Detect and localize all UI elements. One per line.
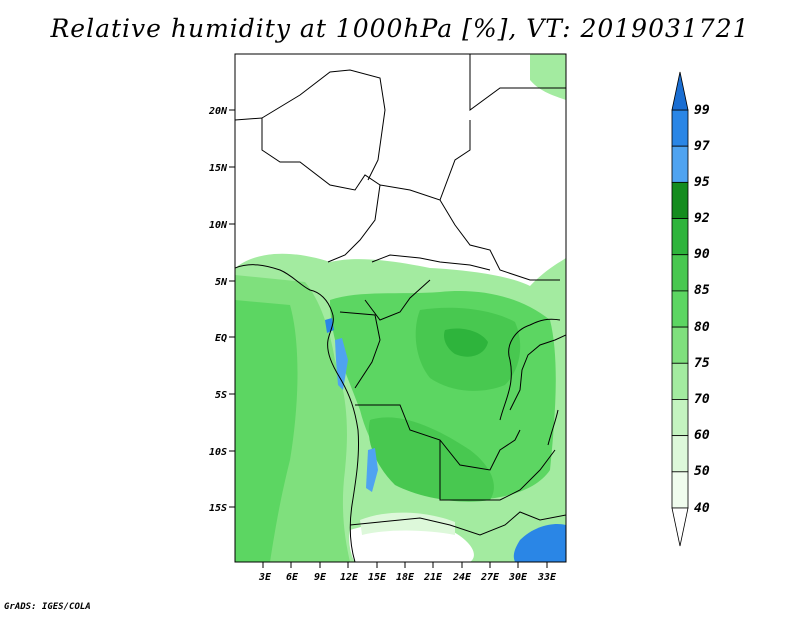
lat-label: 5S <box>215 390 227 401</box>
colorbar-segment <box>671 471 689 509</box>
lon-label: 18E <box>396 572 415 583</box>
colorbar-label: 60 <box>694 428 710 443</box>
colorbar-label: 97 <box>694 139 710 154</box>
saturated-se-patch <box>513 523 566 562</box>
colorbar-label: 70 <box>694 392 710 407</box>
colorbar-label: 85 <box>694 283 710 298</box>
colorbar-segment <box>671 254 689 292</box>
lat-labels: 20N 15N 10N 5N EQ 5S 10S 15S <box>208 106 228 514</box>
lon-label: 15E <box>368 572 387 583</box>
colorbar-segment <box>671 399 689 437</box>
dry-edge <box>360 512 455 535</box>
lat-label: EQ <box>215 333 227 344</box>
lon-label: 27E <box>480 572 500 583</box>
lon-label: 6E <box>286 572 299 583</box>
colorbar-segment <box>671 218 689 256</box>
lon-label: 33E <box>537 572 557 583</box>
lat-label: 15S <box>209 503 227 514</box>
rh-90-patch <box>444 328 488 357</box>
map-frame <box>234 53 567 563</box>
saturated-south-patch <box>366 448 378 492</box>
country-boundaries <box>235 54 566 562</box>
colorbar-label: 50 <box>694 464 710 479</box>
lat-label: 20N <box>208 106 228 117</box>
colorbar-segment <box>671 290 689 328</box>
colorbar-segment <box>671 181 689 219</box>
colorbar-segment <box>671 362 689 400</box>
colorbar-label: 92 <box>694 211 710 226</box>
colorbar-label: 40 <box>694 501 710 516</box>
lon-label: 21E <box>423 572 443 583</box>
colorbar-segment <box>671 145 689 183</box>
saturated-coast-patch <box>335 338 348 390</box>
colorbar-labels: 99 97 95 92 90 85 80 75 70 60 50 40 <box>694 103 710 516</box>
lat-label: 10N <box>209 220 228 231</box>
colorbar-bottom-arrow <box>671 507 689 547</box>
ocean-rh-inner <box>235 300 298 562</box>
lon-labels: 3E 6E 9E 12E 15E 18E 21E 24E 27E 30E 33E <box>258 572 557 583</box>
lon-label: 3E <box>258 572 272 583</box>
colorbar-label: 99 <box>694 103 710 118</box>
colorbar-segment <box>671 109 689 147</box>
colorbar-label: 90 <box>694 247 710 262</box>
lat-ticks <box>229 109 235 508</box>
colorbar-label: 75 <box>694 356 710 371</box>
colorbar-segment <box>671 435 689 473</box>
lon-label: 30E <box>508 572 528 583</box>
lat-label: 15N <box>209 163 228 174</box>
lat-label: 10S <box>209 447 227 458</box>
colorbar-label: 80 <box>694 320 710 335</box>
lon-label: 24E <box>452 572 472 583</box>
lat-label: 5N <box>215 277 228 288</box>
south-rh-core <box>368 417 494 502</box>
colorbar: 99 97 95 92 90 85 80 75 70 60 50 40 <box>671 71 710 547</box>
lon-label: 9E <box>314 572 327 583</box>
colorbar-segments <box>671 109 689 509</box>
lon-ticks <box>262 562 548 568</box>
humidity-field <box>235 54 566 562</box>
colorbar-label: 95 <box>694 175 710 190</box>
colorbar-top-arrow <box>671 71 689 111</box>
map-title: Relative humidity at 1000hPa [%], VT: 20… <box>50 14 750 43</box>
colorbar-segment <box>671 326 689 364</box>
credit-text: GrADS: IGES/COLA <box>4 602 91 612</box>
lon-label: 12E <box>340 572 359 583</box>
